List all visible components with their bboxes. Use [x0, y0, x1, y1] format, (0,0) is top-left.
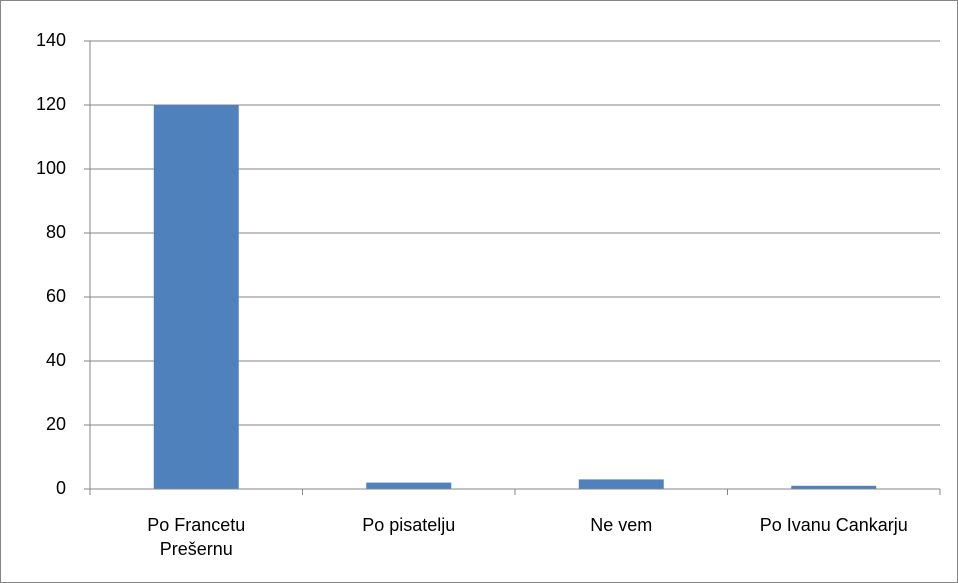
- y-tick-label: 120: [36, 94, 66, 114]
- y-tick-label: 60: [46, 286, 66, 306]
- x-tick-label: Po pisatelju: [362, 515, 456, 535]
- y-tick-label: 20: [46, 414, 66, 434]
- y-tick-label: 80: [46, 222, 66, 242]
- bar: [578, 479, 664, 489]
- x-tick-label: Po Ivanu Cankarju: [759, 515, 908, 535]
- y-tick-label: 140: [36, 30, 66, 50]
- bar: [791, 485, 877, 489]
- y-tick-label: 100: [36, 158, 66, 178]
- bar: [153, 105, 239, 489]
- x-tick-label: Po Francetu Prešernu: [147, 515, 246, 559]
- x-tick-label: Ne vem: [590, 515, 653, 535]
- y-tick-label: 0: [56, 478, 66, 498]
- bar: [366, 482, 452, 489]
- y-tick-label: 40: [46, 350, 66, 370]
